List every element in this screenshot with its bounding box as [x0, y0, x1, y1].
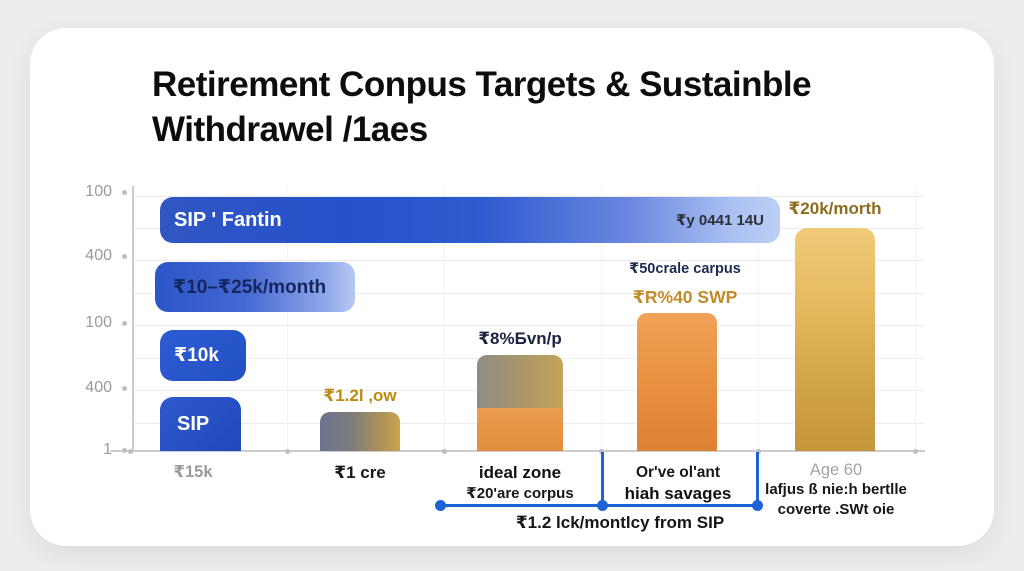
- gridline-v: [444, 186, 445, 450]
- value-label-r40-swp: ₹R%40 SWP: [632, 287, 738, 307]
- gridline-v: [287, 186, 288, 450]
- column-1cre: [320, 412, 400, 451]
- gridline-v: [915, 186, 916, 450]
- x-tick-dot: [756, 449, 761, 454]
- y-tick-label: 100: [85, 183, 112, 200]
- gridline-h: [134, 325, 924, 326]
- value-label-20k-month: ₹20k/morth: [788, 199, 882, 218]
- bracket-connector-right: [756, 452, 759, 506]
- y-tick-dot: [122, 448, 127, 453]
- bar-10k-label: ₹10k: [174, 345, 219, 366]
- gridline-h: [134, 260, 924, 261]
- x-label-high-savings-line2: hiah savages: [624, 484, 732, 503]
- x-tick-dot: [128, 449, 133, 454]
- bracket-connector-left: [601, 452, 604, 506]
- x-label-age-60-line2: lafjus ß nie:h bertlle: [765, 481, 907, 498]
- x-label-age-60-line1: Age 60: [809, 461, 863, 479]
- gridline-h: [134, 196, 924, 197]
- x-tick-dot: [285, 449, 290, 454]
- x-label-ideal-zone: ideal zone ₹20'are corpus: [445, 462, 595, 504]
- bracket-label: ₹1.2 lck/montlcy from SIP: [515, 513, 725, 532]
- bar-10-25k-month-label: ₹10–₹25k/month: [173, 276, 327, 298]
- y-tick-dot: [122, 190, 127, 195]
- bracket-dot-middle: [597, 500, 608, 511]
- page-title: Retirement Conpus Targets & Sustainble W…: [152, 62, 812, 152]
- y-tick-label: 400: [85, 247, 112, 264]
- column-ideal-zone-bottom-segment: [477, 408, 563, 451]
- bracket-dot-left: [435, 500, 446, 511]
- bar-sip-fantin: SIP ' Fantin ₹y 0441 14U: [160, 197, 780, 243]
- title-line-1: Retirement Conpus Targets & Sustainble: [152, 65, 812, 104]
- bracket-dot-right: [752, 500, 763, 511]
- value-label-1-2l: ₹1.2l ,ow: [323, 386, 397, 405]
- x-tick-dot: [913, 449, 918, 454]
- column-age-60: [795, 228, 875, 451]
- x-label-ideal-zone-line2: ₹20'are corpus: [466, 485, 574, 502]
- column-ideal-zone-top-segment: [477, 355, 563, 408]
- x-label-15k: ₹15k: [173, 463, 213, 481]
- x-label-ideal-zone-line1: ideal zone: [478, 463, 562, 482]
- x-axis-line: [110, 450, 925, 452]
- bar-sip: SIP: [160, 397, 241, 451]
- bar-sip-fantin-right-label: ₹y 0441 14U: [675, 212, 764, 229]
- bar-sip-label: SIP: [177, 412, 210, 435]
- x-label-high-savings-line1: Or've ol'ant: [635, 464, 721, 481]
- gridline-h: [134, 293, 924, 294]
- y-tick-label: 100: [85, 314, 112, 331]
- value-label-50-crore-corpus: ₹50crale carpus: [629, 261, 741, 277]
- y-tick-dot: [122, 386, 127, 391]
- x-label-high-savings: Or've ol'ant hiah savages: [603, 462, 753, 504]
- y-tick-label: 1: [103, 441, 112, 458]
- bar-10-25k-month: ₹10–₹25k/month: [155, 262, 355, 312]
- y-tick-dot: [122, 321, 127, 326]
- gridline-v: [758, 186, 759, 450]
- x-tick-dot: [599, 449, 604, 454]
- x-tick-dot: [442, 449, 447, 454]
- value-label-8pct-swp: ₹8%Бvn/p: [478, 329, 562, 348]
- x-label-1cre: ₹1 cre: [334, 463, 386, 482]
- column-ideal-zone: [477, 355, 563, 451]
- title-line-2: Withdrawel /1aes: [152, 110, 428, 149]
- y-axis-line: [132, 186, 134, 452]
- column-high-savings: [637, 313, 717, 451]
- x-label-age-60: Age 60 lafjus ß nie:h bertlle coverte .S…: [756, 460, 916, 520]
- gridline-v: [601, 186, 602, 450]
- y-tick-label: 400: [85, 379, 112, 396]
- bar-sip-fantin-label: SIP ' Fantin: [174, 208, 282, 231]
- bar-10k: ₹10k: [160, 330, 246, 381]
- x-label-age-60-line3: coverte .SWt oie: [777, 501, 895, 518]
- y-tick-dot: [122, 254, 127, 259]
